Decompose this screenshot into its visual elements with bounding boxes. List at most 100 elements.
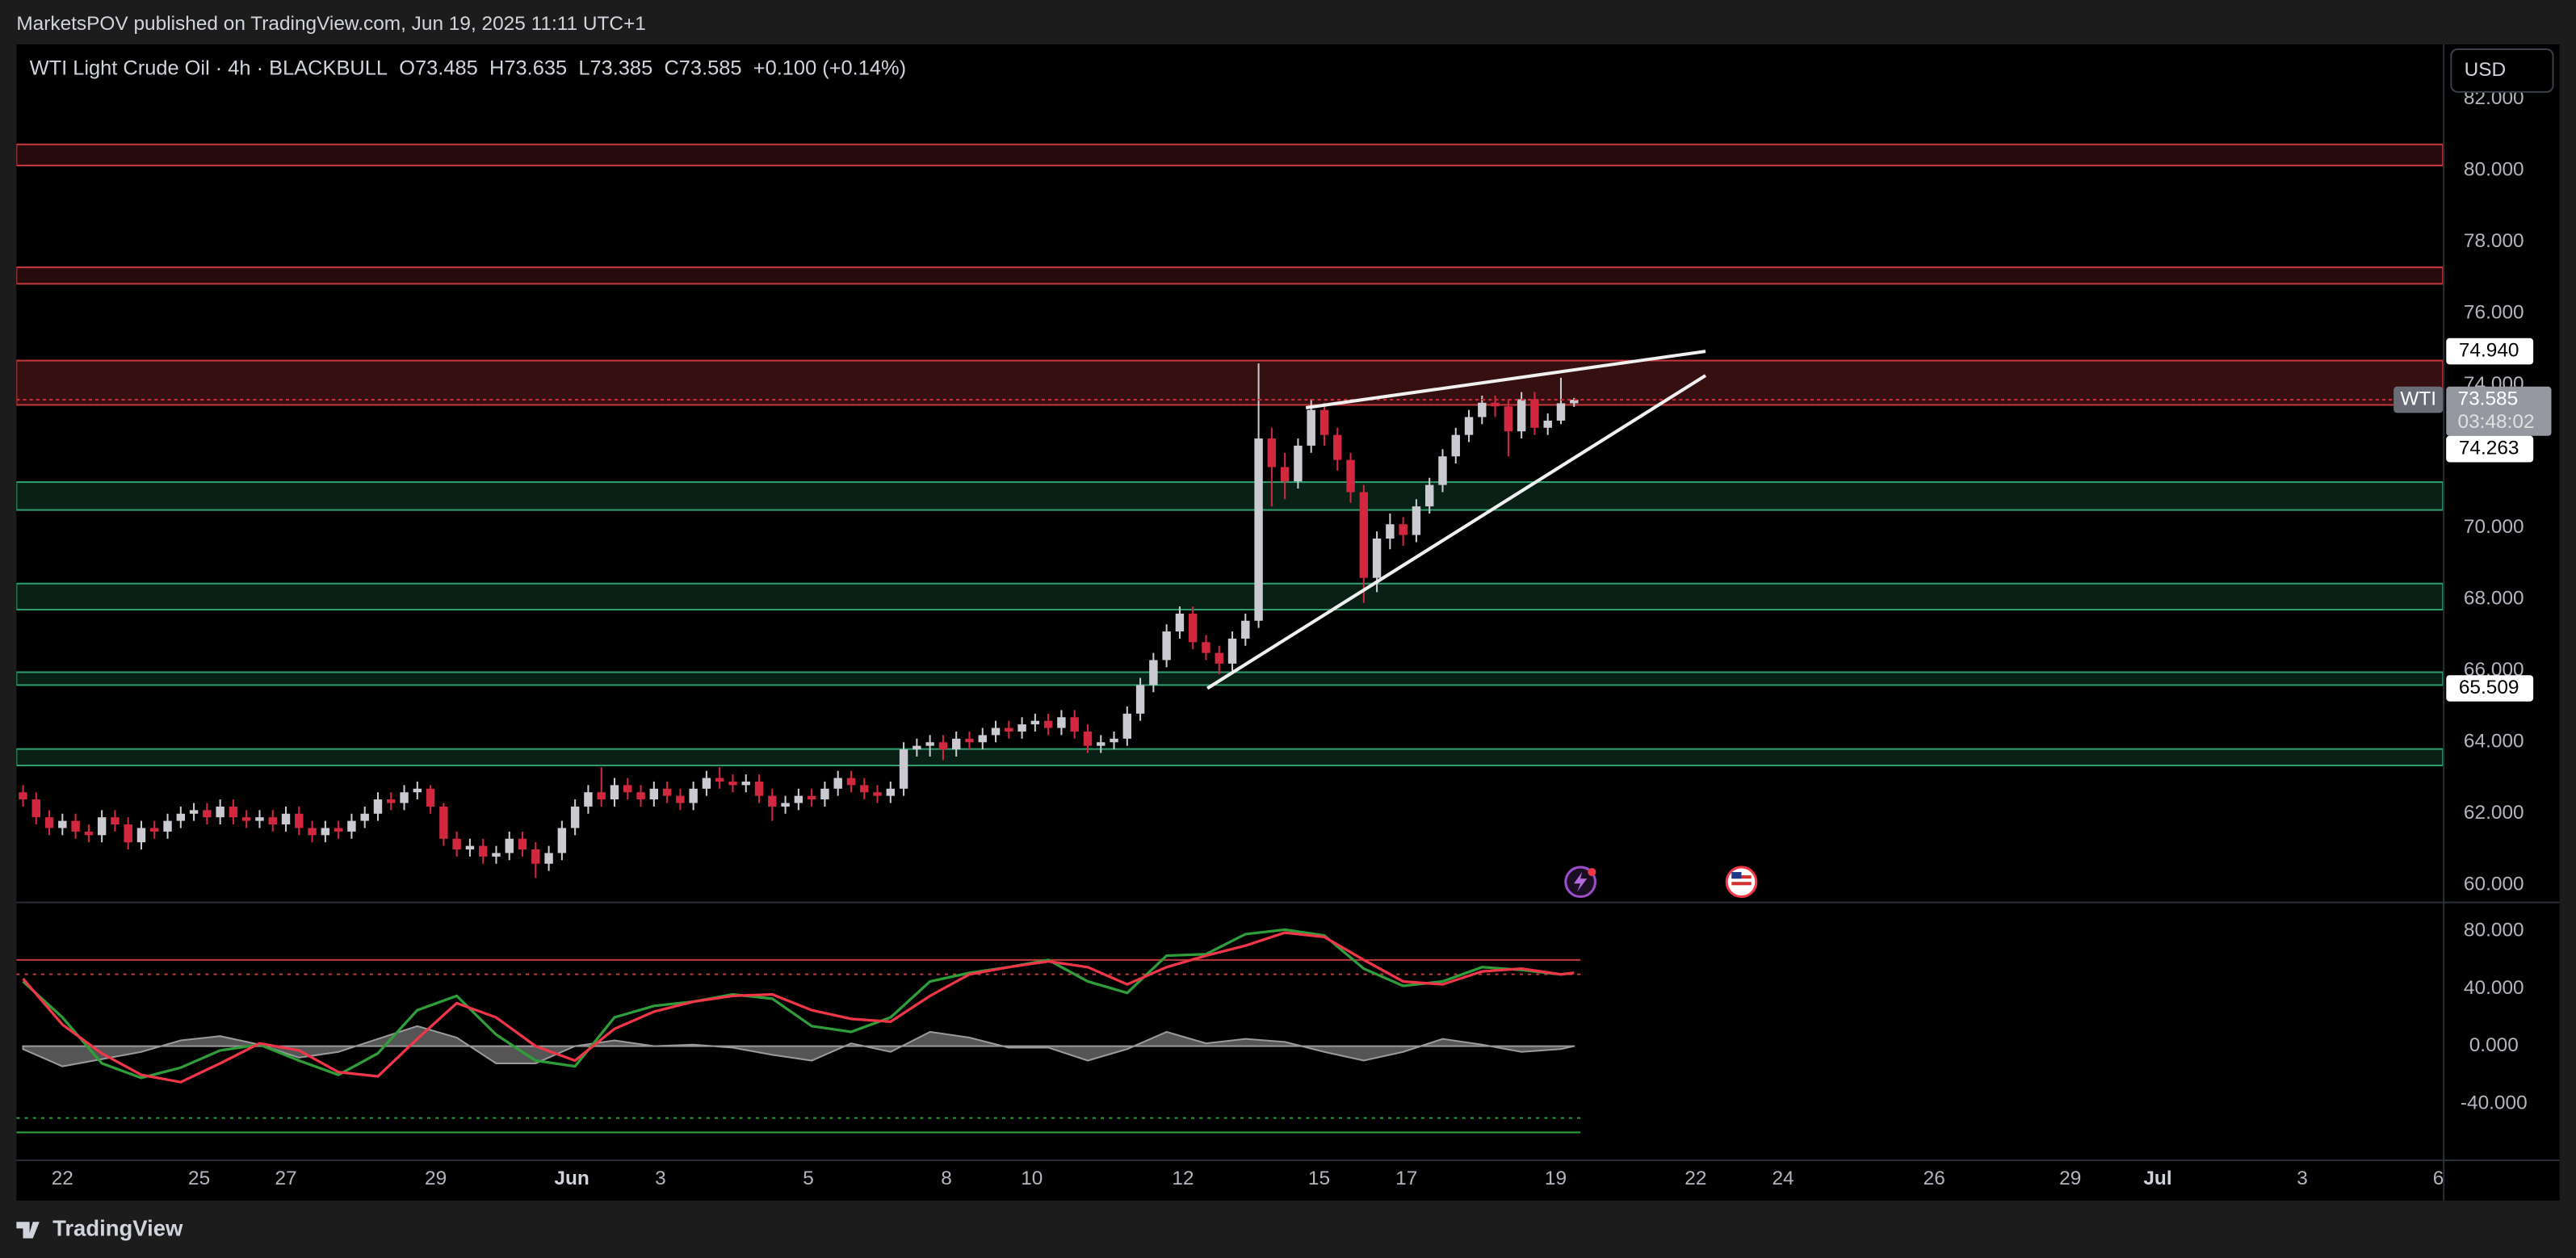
candle-body [373,799,383,814]
candle-body [360,813,369,821]
candle-body [1372,538,1382,578]
currency-button[interactable]: USD [2450,48,2554,93]
candle-body [1319,409,1329,435]
candle-body [1478,402,1487,417]
candle-body [492,853,501,857]
event-icon-bolt [1573,872,1588,892]
ohlc-value: 73.635 [504,57,567,79]
candle-body [189,810,199,814]
candle-body [1451,434,1460,457]
current-price-label: 73.585 [2458,388,2519,410]
symbol-tag: WTI [2400,388,2436,410]
candle-body [1346,459,1355,493]
candle-body [1267,438,1277,468]
candle-body [136,828,146,843]
candle-body [1556,403,1566,421]
x-tick-label: 8 [941,1168,952,1189]
candle-body [111,817,120,825]
candle-body [938,742,948,750]
candle-body [71,820,80,832]
candle-body [544,853,553,864]
candle-body [913,745,921,750]
candle-body [728,781,737,786]
candle-body [531,849,540,864]
osc-line [22,931,1575,1084]
candle-body [44,817,54,828]
zone [16,481,2444,511]
x-tick-label: Jun [554,1168,589,1189]
candle-body [676,795,685,803]
candle-body [1280,467,1290,482]
candle-body [1110,738,1118,743]
candle-body [1097,742,1105,746]
candle-body [965,738,974,743]
zone [16,359,2444,406]
candle-body [268,817,277,825]
price-label-box [2446,435,2534,463]
candle-body [978,735,987,743]
candle-body [715,778,724,782]
candle-body [478,845,488,857]
candle-body [1504,406,1513,432]
y-tick-label: 64.000 [2464,731,2524,753]
candle-body [886,788,896,796]
candle-body [176,813,186,821]
zone [16,266,2444,285]
x-tick-label: 17 [1395,1168,1417,1189]
candle-body [1162,631,1171,660]
candle-body [1043,720,1053,728]
osc-area [22,1025,1575,1067]
candle-body [925,742,934,746]
candle-body [255,817,264,821]
candle-body [439,806,448,839]
candle-body [1570,400,1579,404]
candle-body [465,845,475,850]
candle-body [807,795,816,800]
ohlc-letter: C [664,57,678,79]
price-label-box [2446,675,2534,702]
candle-body [820,788,829,800]
price-pane [16,143,2444,879]
economic-event-icon[interactable] [1725,866,1758,899]
candle-body [203,810,212,818]
candle-body [1175,613,1185,632]
x-tick-label: 26 [1924,1168,1945,1189]
candle-body [163,820,172,832]
x-tick-label: Jul [2143,1168,2171,1189]
candle-body [19,792,27,800]
candle-body [1294,445,1303,482]
y-tick-label: 78.000 [2464,230,2524,252]
candle-body [1188,613,1198,643]
candle-body [1030,720,1040,725]
candle-body [860,785,869,793]
candle-body [229,806,238,818]
x-tick-label: 22 [1684,1168,1706,1189]
flag-canton [1731,872,1742,879]
y-tick-label: 60.000 [2464,874,2524,895]
oscillator-pane [16,928,1581,1134]
event-icon[interactable] [1564,866,1596,899]
currency-button-frame[interactable] [2450,48,2554,93]
countdown-label: 03:48:02 [2458,411,2535,433]
zone [16,582,2444,611]
candle-body [241,817,251,821]
flag-icon-circle[interactable] [1725,866,1758,899]
x-tick-label: 6 [2433,1168,2444,1189]
y-tick-label: 76.000 [2464,302,2524,324]
candle-body [334,828,343,832]
price-label: 74.940 [2459,340,2519,362]
osc-tick-label: 0.000 [2469,1034,2519,1056]
zone [16,671,2444,686]
osc-tick-label: -40.000 [2461,1092,2528,1113]
symbol-tag-box [2393,386,2444,413]
candle-body [1215,652,1223,664]
osc-tick-label: 80.000 [2464,920,2524,941]
candle-body [781,803,790,807]
candle-body [387,799,396,803]
candle-body [649,788,659,800]
ohlc-value: 73.585 [679,57,742,79]
currency-label[interactable]: USD [2465,59,2507,81]
candle-body [794,795,803,803]
candle-body [1438,456,1447,485]
